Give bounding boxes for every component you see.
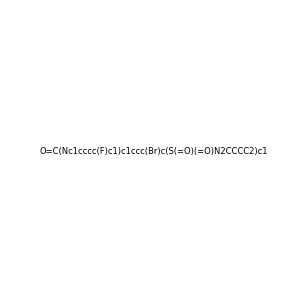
Text: O=C(Nc1cccc(F)c1)c1ccc(Br)c(S(=O)(=O)N2CCCC2)c1: O=C(Nc1cccc(F)c1)c1ccc(Br)c(S(=O)(=O)N2C… bbox=[40, 147, 268, 156]
